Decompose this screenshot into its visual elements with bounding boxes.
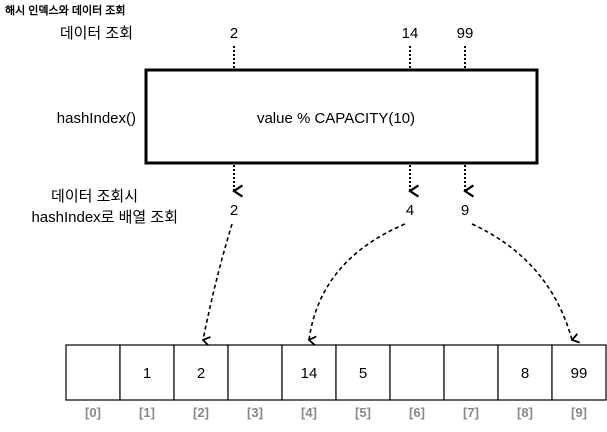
array-index-label: [5]	[355, 405, 371, 420]
array-cell-value: 14	[301, 365, 318, 382]
array-cell	[227, 344, 283, 401]
array-cell	[497, 344, 553, 401]
lookup-arrow-9	[471, 223, 572, 340]
array-cell	[389, 344, 445, 401]
hash-function-expression: value % CAPACITY(10)	[257, 110, 415, 127]
array-cell	[65, 344, 121, 401]
input-value: 99	[457, 25, 474, 42]
array-index-label: [1]	[139, 405, 155, 420]
array-index-label: [6]	[409, 405, 425, 420]
array-cell	[335, 344, 391, 401]
hash-function-label: hashIndex()	[57, 110, 136, 127]
diagram-title: 해시 인덱스와 데이터 조회	[5, 3, 126, 17]
array-cell-value: 99	[571, 365, 588, 382]
lookup-by-index-label-1: 데이터 조회시	[51, 188, 138, 205]
output-arrows	[234, 165, 465, 191]
array-cell-value: 8	[521, 365, 529, 382]
array-cell-value: 5	[359, 365, 367, 382]
lookup-by-index-label-2: hashIndex로 배열 조회	[31, 209, 178, 226]
array-index-label: [3]	[247, 405, 263, 420]
array-index-label: [2]	[193, 405, 209, 420]
hash-value: 4	[406, 202, 414, 219]
lookup-arrow-4	[309, 223, 406, 340]
array-index-label: [9]	[571, 405, 587, 420]
hash-value: 2	[230, 202, 238, 219]
array: [0] 1 [1] 2 [2] [3] 14 [4] 5 [5] [6] [7] 8 [8] 99 [9]	[65, 344, 607, 420]
array-index-label: [0]	[85, 405, 101, 420]
hash-value: 9	[461, 202, 469, 219]
input-connectors	[233, 46, 466, 70]
array-cell	[443, 344, 499, 401]
hash-function-box	[144, 68, 539, 165]
array-index-label: [8]	[517, 405, 533, 420]
lookup-label: 데이터 조회	[60, 25, 133, 42]
array-cell	[551, 344, 607, 401]
array-index-label: [4]	[301, 405, 317, 420]
array-cell-value: 1	[143, 365, 151, 382]
array-cell-value: 2	[197, 365, 205, 382]
input-value: 2	[230, 25, 238, 42]
lookup-arrow-2	[203, 223, 233, 340]
lookup-arrows	[203, 223, 572, 340]
input-value: 14	[402, 25, 419, 42]
array-cell	[281, 344, 337, 401]
array-index-label: [7]	[463, 405, 479, 420]
